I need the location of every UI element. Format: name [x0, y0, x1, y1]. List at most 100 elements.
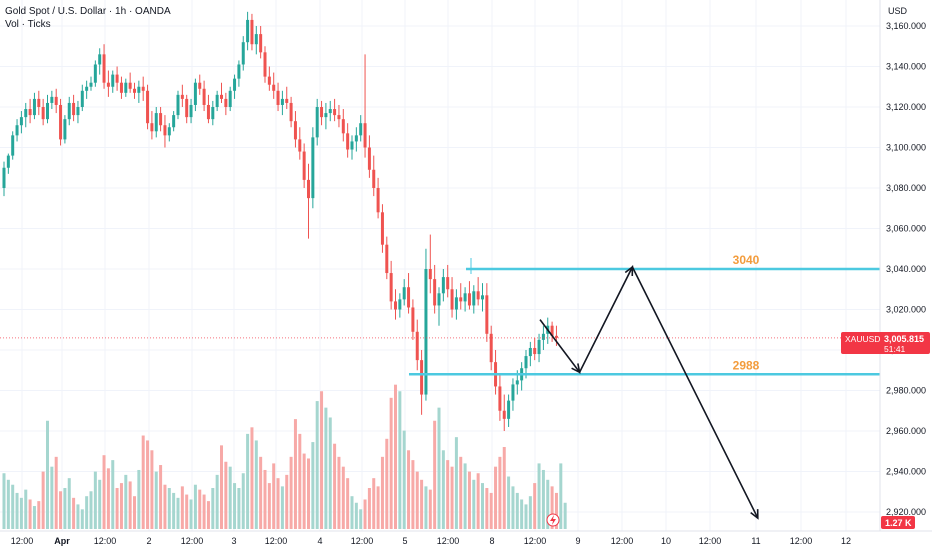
volume-bar: [320, 391, 324, 529]
candle-body: [481, 295, 484, 300]
candle-body: [237, 64, 241, 79]
candle-body: [337, 115, 341, 120]
candle-body: [476, 291, 480, 300]
candle-body: [6, 155, 10, 168]
candle-body: [28, 109, 32, 116]
volume-bar: [511, 486, 515, 529]
candle-body: [111, 74, 115, 87]
volume-bar: [463, 463, 467, 529]
candle-body: [167, 127, 171, 136]
time-tick-label: 8: [489, 536, 494, 546]
price-tick-label: 3,120.000: [886, 102, 926, 112]
candle-body: [359, 123, 363, 136]
candle-body: [328, 109, 332, 114]
candle-body: [437, 293, 441, 306]
volume-bar: [141, 435, 145, 529]
volume-bar: [472, 479, 476, 529]
volume-bar: [163, 484, 167, 529]
candle-body: [172, 115, 176, 128]
volume-bar: [350, 496, 354, 529]
volume-bar: [206, 501, 210, 529]
candle-body: [450, 289, 454, 310]
volume-bar: [276, 478, 280, 529]
level-label: 3040: [733, 253, 760, 267]
candle-body: [115, 74, 119, 83]
volume-bar: [389, 397, 393, 529]
candle-body: [398, 299, 402, 310]
candle-body: [32, 98, 36, 116]
volume-bar: [98, 479, 102, 529]
candle-body: [85, 86, 89, 91]
volume-bar: [228, 466, 232, 529]
volume-bar: [285, 474, 289, 529]
volume-bar: [32, 506, 36, 529]
volume-bar: [128, 481, 132, 529]
volume-bar: [494, 466, 498, 529]
candle-body: [341, 119, 345, 134]
volume-bar: [193, 484, 197, 529]
volume-bar: [263, 469, 267, 529]
candle-body: [24, 109, 28, 118]
volume-bar: [37, 501, 41, 529]
volume-bar: [380, 456, 384, 529]
volume-bar: [85, 496, 89, 529]
candle-body: [367, 147, 371, 170]
time-tick-label: 2: [146, 536, 151, 546]
candle-body: [489, 333, 493, 363]
volume-bar: [224, 461, 228, 529]
volume-bar: [254, 440, 258, 529]
volume-bar: [215, 474, 219, 529]
volume-bar: [507, 476, 511, 529]
time-tick-label: 12:00: [437, 536, 460, 546]
candle-body: [250, 19, 254, 45]
candle-body: [211, 107, 215, 120]
volume-bar: [559, 463, 563, 529]
volume-bar: [394, 384, 397, 529]
price-badge-symbol: XAUUSD: [845, 334, 880, 344]
candle-body: [380, 212, 384, 245]
candle-body: [515, 380, 519, 385]
arrowhead-final: [750, 509, 759, 520]
projection-path: [539, 265, 759, 519]
candle-body: [441, 277, 445, 294]
volume-bar: [333, 443, 337, 529]
candle-body: [259, 34, 263, 53]
candle-body: [293, 121, 297, 140]
level-label: 2988: [733, 358, 760, 372]
volume-bar: [541, 469, 545, 529]
time-tick-label: 12:00: [181, 536, 204, 546]
volume-bar: [133, 496, 136, 529]
candle-body: [394, 301, 397, 310]
candle-body: [59, 104, 63, 140]
price-tick-label: 3,060.000: [886, 224, 926, 234]
volume-bar: [172, 492, 176, 529]
price-tick-label: 3,080.000: [886, 183, 926, 193]
volume-bar: [259, 456, 263, 529]
volume-bar: [19, 497, 23, 529]
volume-bar: [307, 458, 310, 529]
volume-bar: [241, 473, 245, 529]
volume-bar: [11, 484, 15, 529]
volume-bar: [402, 430, 406, 529]
candle-body: [19, 117, 23, 126]
price-badge-value: 3,005.815: [884, 334, 924, 344]
time-tick-label: 12:00: [699, 536, 722, 546]
candle-body: [402, 287, 406, 300]
price-tick-label: 3,100.000: [886, 143, 926, 153]
volume-bar: [124, 474, 128, 529]
time-tick-label: 12:00: [94, 536, 117, 546]
volume-bar: [537, 463, 541, 529]
candle-body: [159, 113, 163, 126]
volume-bar: [198, 489, 202, 529]
candle-body: [246, 19, 250, 43]
candle-body: [176, 94, 180, 116]
candle-body: [189, 104, 193, 118]
candle-body: [72, 102, 76, 116]
time-tick-label: 9: [575, 536, 580, 546]
candle-body: [385, 244, 389, 274]
volume-bar: [324, 407, 328, 529]
projection-arrow: [539, 265, 759, 520]
candle-body: [98, 54, 102, 65]
